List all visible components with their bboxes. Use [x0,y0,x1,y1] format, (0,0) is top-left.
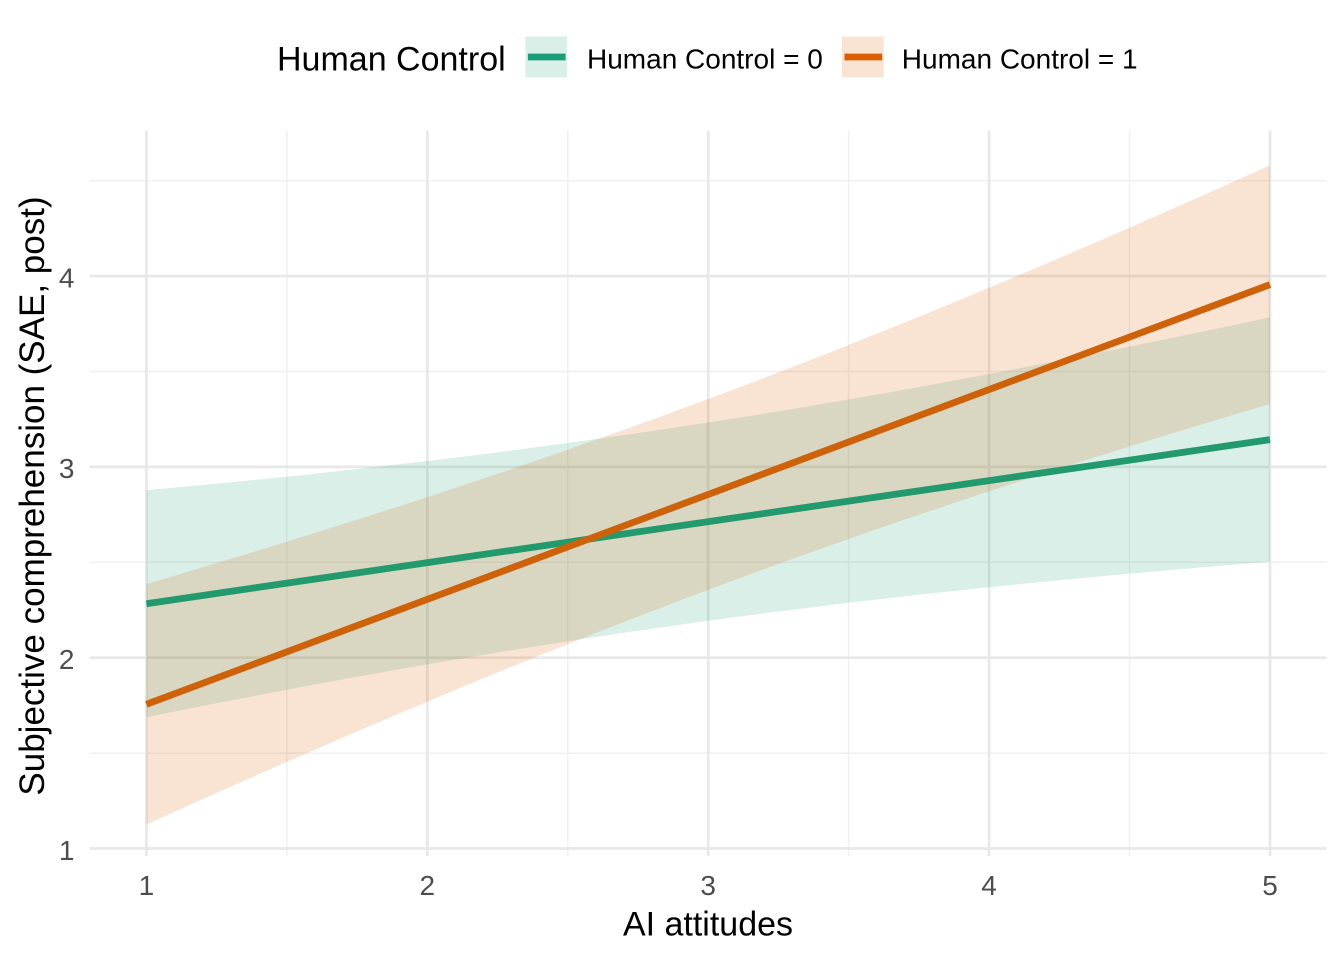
svg-text:2: 2 [59,644,75,675]
svg-text:3: 3 [59,453,75,484]
svg-text:2: 2 [420,870,436,901]
svg-text:4: 4 [59,262,75,293]
svg-text:Human Control: Human Control [277,40,506,78]
svg-text:1: 1 [59,835,75,866]
svg-text:Human Control = 0: Human Control = 0 [587,43,823,74]
svg-text:5: 5 [1262,870,1278,901]
svg-text:1: 1 [139,870,155,901]
svg-text:4: 4 [981,870,997,901]
svg-text:AI attitudes: AI attitudes [623,905,793,943]
svg-text:Human Control = 1: Human Control = 1 [902,43,1138,74]
svg-text:Subjective comprehension (SAE,: Subjective comprehension (SAE, post) [13,196,52,795]
svg-text:3: 3 [700,870,716,901]
